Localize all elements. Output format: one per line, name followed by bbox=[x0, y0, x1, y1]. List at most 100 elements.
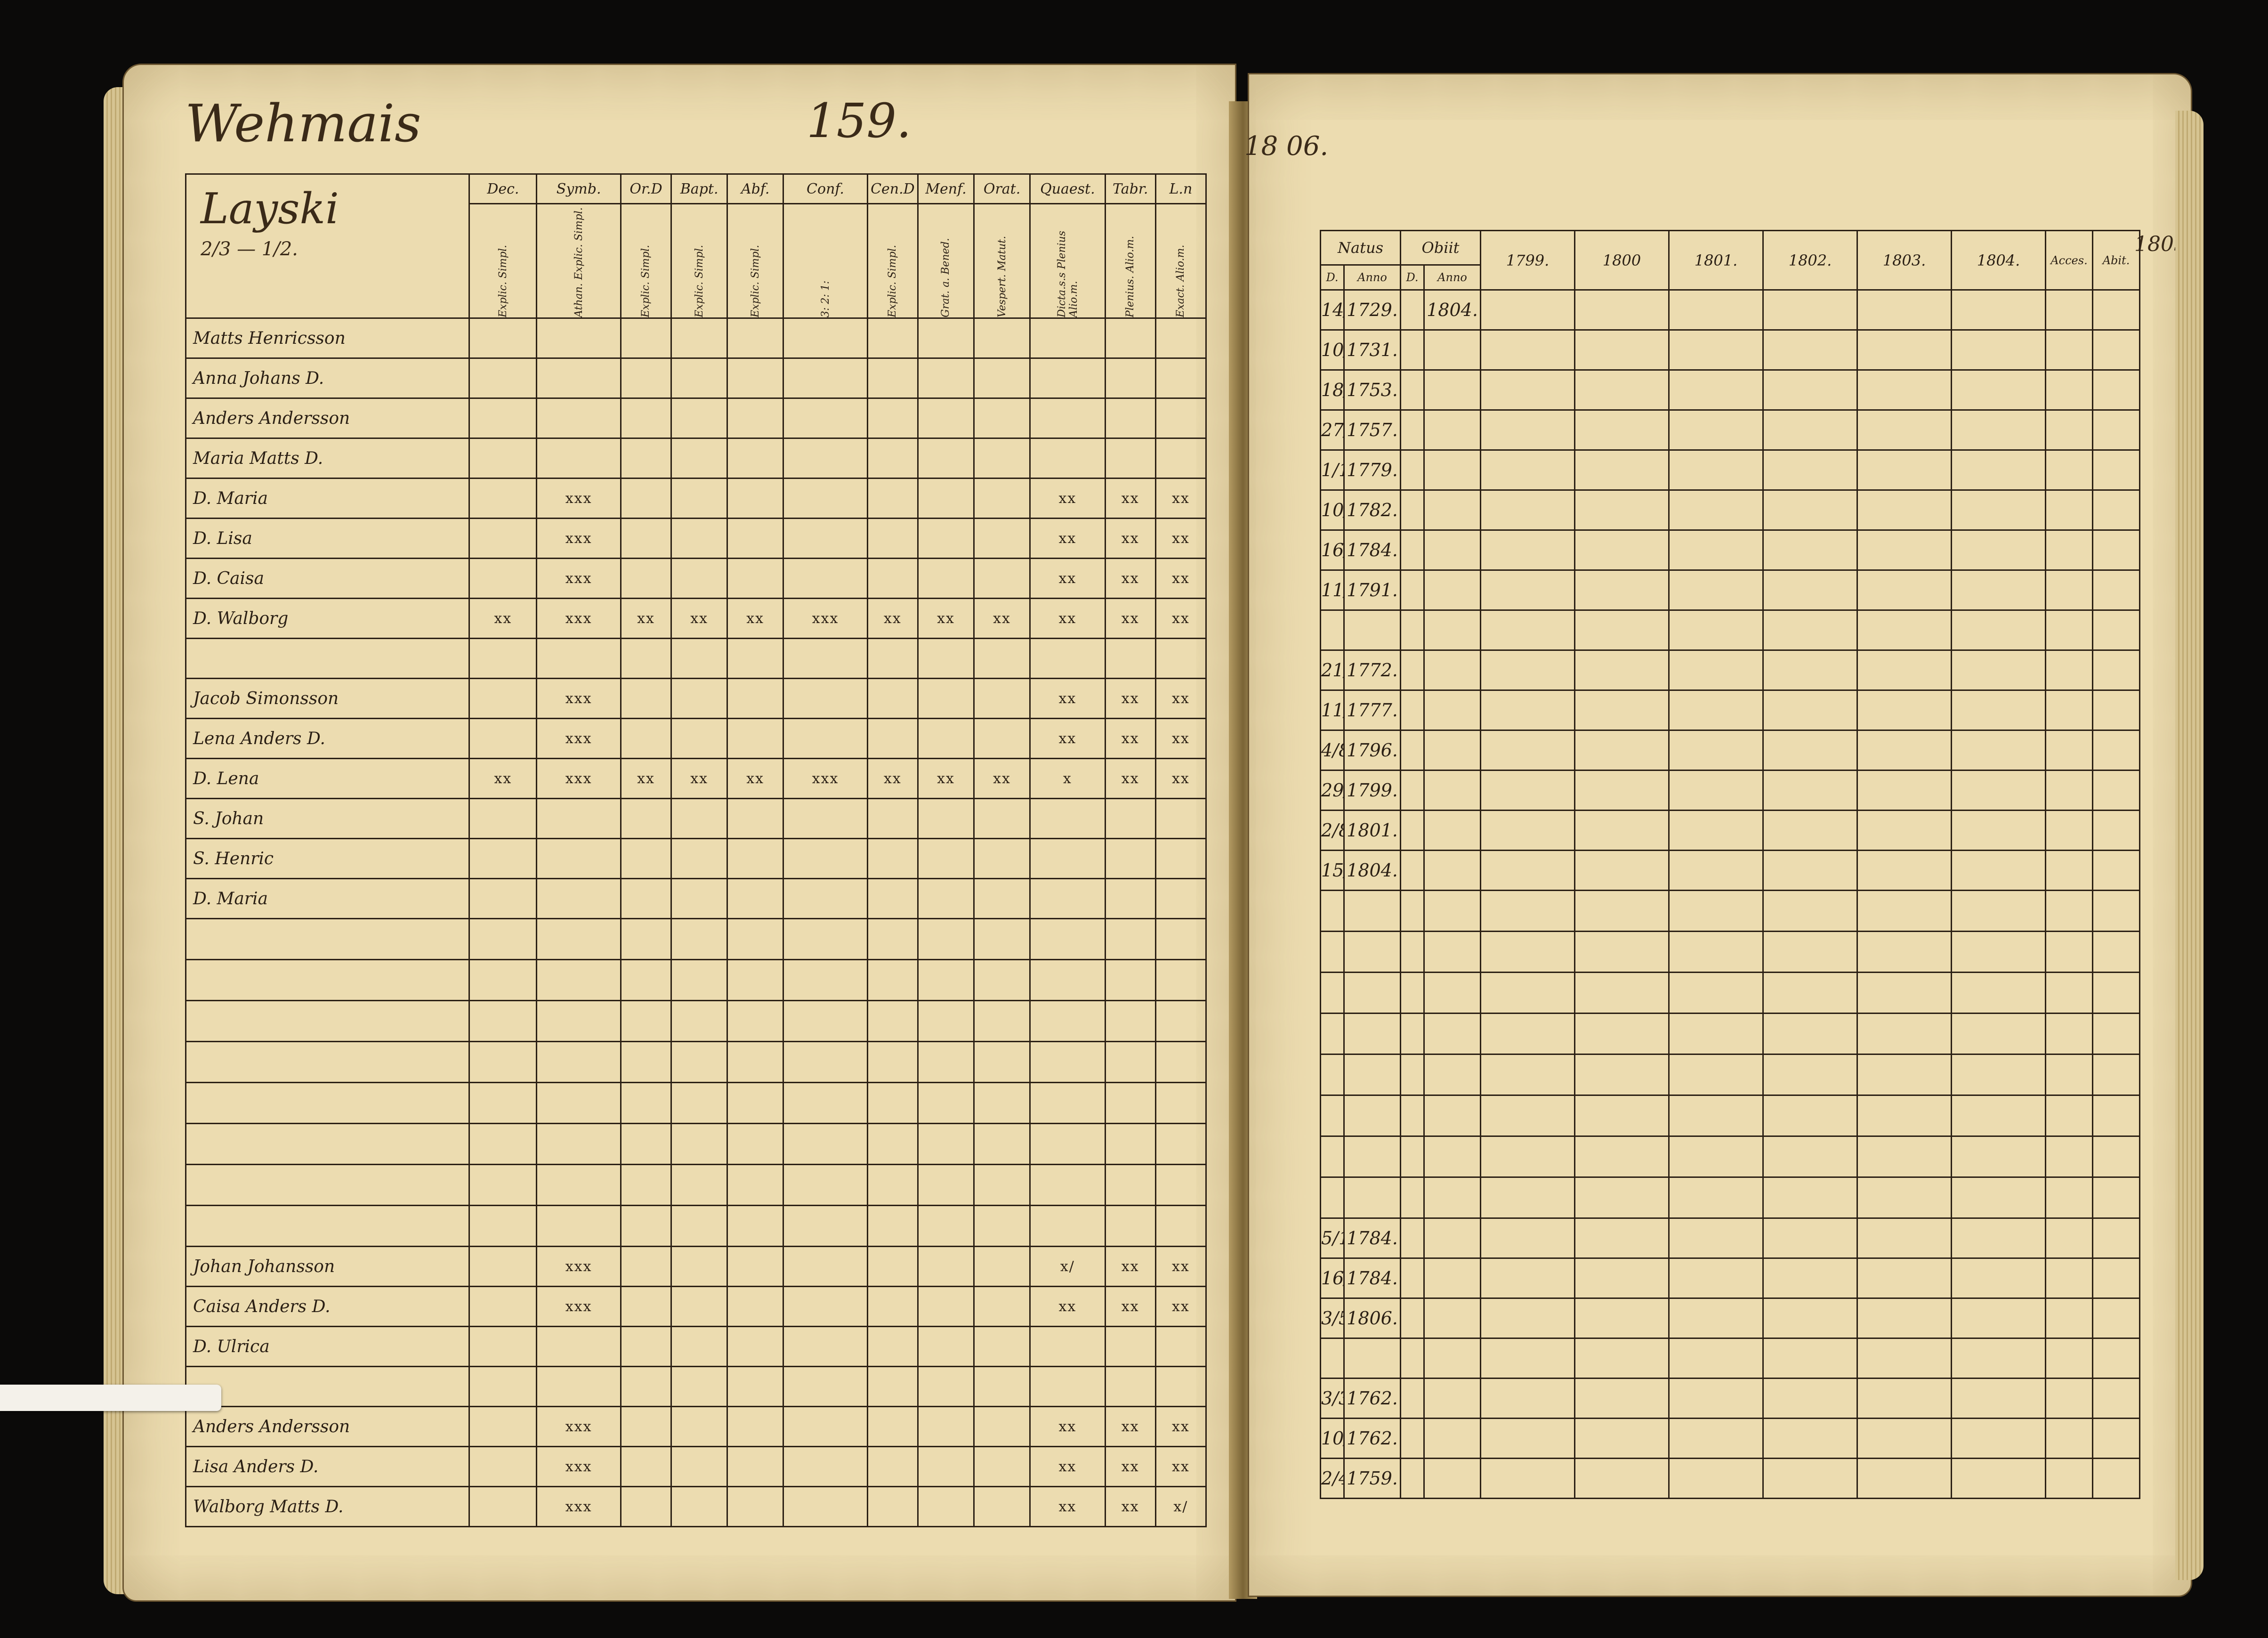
exam-mark bbox=[670, 838, 728, 879]
year-cell bbox=[1856, 289, 1953, 331]
exam-mark bbox=[620, 798, 672, 839]
exam-mark: xxx bbox=[536, 1446, 621, 1487]
exam-mark bbox=[1029, 1205, 1106, 1247]
exam-mark bbox=[620, 1446, 672, 1487]
exam-mark bbox=[620, 1082, 672, 1124]
birth-year bbox=[1343, 1176, 1401, 1219]
exam-mark: x/ bbox=[1154, 1486, 1207, 1527]
year-cell bbox=[1951, 329, 2047, 371]
exam-mark bbox=[468, 1041, 538, 1083]
death-day bbox=[1400, 289, 1425, 331]
birth-day bbox=[1320, 890, 1345, 932]
exam-mark bbox=[1029, 357, 1106, 399]
year-cell bbox=[1574, 770, 1670, 811]
register-row: Lisa Anders D. xxx xx xx xx bbox=[185, 1446, 1207, 1487]
exam-mark bbox=[468, 1406, 538, 1447]
exam-mark bbox=[917, 1041, 975, 1083]
death-year bbox=[1423, 1095, 1482, 1137]
year-cell bbox=[2045, 1135, 2094, 1178]
exam-mark bbox=[917, 1082, 975, 1124]
year-cell bbox=[2092, 1054, 2141, 1096]
year-cell bbox=[1856, 529, 1953, 571]
year-cell bbox=[1762, 1095, 1858, 1137]
exam-mark bbox=[1104, 1366, 1156, 1407]
exam-mark bbox=[973, 1486, 1031, 1527]
exam-mark bbox=[536, 959, 621, 1001]
year-header-1800: 1800 bbox=[1574, 230, 1670, 291]
exam-mark bbox=[670, 1406, 728, 1447]
year-cell bbox=[1762, 369, 1858, 411]
year-cell bbox=[1951, 1217, 2047, 1259]
register-row: Anders Andersson bbox=[185, 397, 1207, 439]
year-cell bbox=[1856, 1378, 1953, 1419]
exam-mark bbox=[1154, 357, 1207, 399]
year-cell bbox=[1574, 810, 1670, 851]
exam-mark bbox=[783, 678, 868, 719]
exam-mark bbox=[866, 1366, 919, 1407]
exam-mark bbox=[536, 1205, 621, 1247]
year-cell bbox=[2092, 1095, 2141, 1137]
person-name: Jacob Simonsson bbox=[185, 678, 470, 719]
exam-mark bbox=[1104, 1041, 1156, 1083]
year-cell bbox=[1951, 1054, 2047, 1096]
exam-mark: xxx bbox=[536, 558, 621, 599]
year-cell bbox=[1951, 770, 2047, 811]
birth-day: 11/2 bbox=[1320, 569, 1345, 611]
year-cell bbox=[2092, 409, 2141, 451]
year-cell bbox=[1951, 1418, 2047, 1459]
birth-year: 1762. bbox=[1343, 1378, 1401, 1419]
exam-mark bbox=[620, 1164, 672, 1206]
exam-mark bbox=[1154, 317, 1207, 359]
exam-mark bbox=[1029, 1123, 1106, 1165]
exam-mark bbox=[670, 959, 728, 1001]
death-year bbox=[1423, 890, 1482, 932]
exam-mark bbox=[536, 1123, 621, 1165]
exam-mark bbox=[783, 1041, 868, 1083]
death-day bbox=[1400, 730, 1425, 771]
year-cell bbox=[1951, 1458, 2047, 1499]
exam-mark bbox=[973, 1082, 1031, 1124]
exam-mark bbox=[917, 1164, 975, 1206]
dates-row: 4/81796. bbox=[1320, 730, 2141, 771]
exam-mark bbox=[783, 1286, 868, 1327]
open-ledger-book: Wehmais 159. Layski 2/3 — 1/2. Dec. Symb… bbox=[94, 45, 2203, 1613]
exam-mark: xx bbox=[866, 598, 919, 639]
exam-mark bbox=[1154, 1000, 1207, 1042]
person-name: D. Caisa bbox=[185, 558, 470, 599]
year-cell bbox=[1762, 1297, 1858, 1339]
birth-year: 1779. bbox=[1343, 449, 1401, 491]
person-name: Anders Andersson bbox=[185, 397, 470, 439]
exam-mark bbox=[536, 1164, 621, 1206]
exam-mark: xx bbox=[1104, 678, 1156, 719]
death-year bbox=[1423, 1217, 1482, 1259]
exam-mark bbox=[866, 1123, 919, 1165]
death-year bbox=[1423, 1458, 1482, 1499]
year-cell bbox=[1480, 1054, 1576, 1096]
exam-mark bbox=[1029, 1000, 1106, 1042]
dates-row: 2/41759. bbox=[1320, 1458, 2141, 1499]
exam-mark bbox=[917, 1446, 975, 1487]
exam-mark bbox=[973, 357, 1031, 399]
year-cell bbox=[2045, 489, 2094, 531]
year-cell bbox=[1856, 850, 1953, 891]
exam-mark bbox=[1104, 1205, 1156, 1247]
birth-day: 21/3 bbox=[1320, 649, 1345, 691]
year-cell bbox=[1480, 1418, 1576, 1459]
year-cell bbox=[1951, 1176, 2047, 1219]
birth-year bbox=[1343, 972, 1401, 1014]
death-day bbox=[1400, 609, 1425, 651]
exam-mark bbox=[670, 1205, 728, 1247]
year-cell bbox=[1951, 569, 2047, 611]
exam-mark bbox=[726, 518, 784, 559]
exam-mark bbox=[726, 1205, 784, 1247]
death-day bbox=[1400, 449, 1425, 491]
exam-mark bbox=[1154, 438, 1207, 479]
death-year bbox=[1423, 1378, 1482, 1419]
exam-mark bbox=[670, 1164, 728, 1206]
exam-mark: xx bbox=[1104, 1446, 1156, 1487]
exam-mark bbox=[866, 357, 919, 399]
exam-mark bbox=[783, 718, 868, 759]
death-day bbox=[1400, 489, 1425, 531]
exam-mark bbox=[536, 1326, 621, 1367]
dates-row: 16/101784. bbox=[1320, 1257, 2141, 1299]
